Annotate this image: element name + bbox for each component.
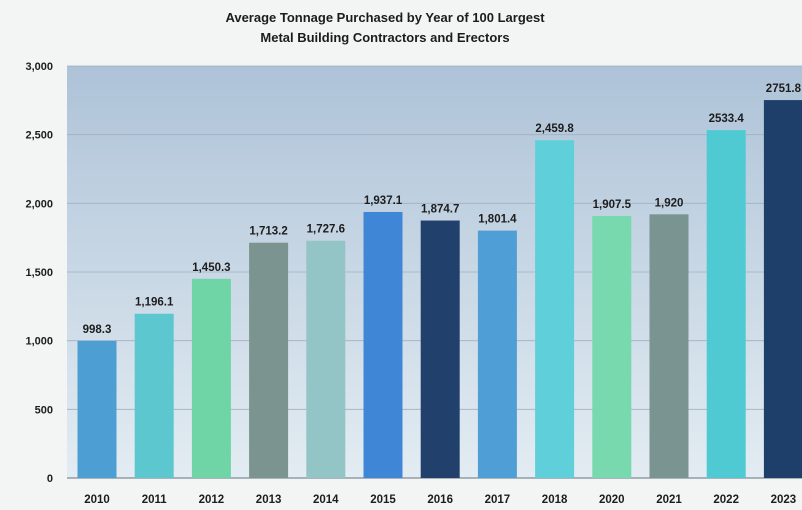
bar-2018 (535, 140, 575, 478)
y-tick-label: 2,500 (25, 130, 53, 142)
y-tick-label: 1,500 (25, 267, 53, 279)
data-label: 1,920 (655, 197, 684, 209)
bar-2021 (649, 214, 689, 478)
data-label: 1,907.5 (593, 199, 632, 211)
data-label: 1,874.7 (421, 204, 459, 216)
x-tick-label: 2013 (256, 494, 282, 506)
x-tick-label: 2016 (427, 494, 453, 506)
x-tick-label: 2018 (542, 494, 568, 506)
x-tick-label: 2017 (485, 494, 511, 506)
data-label: 2533.4 (709, 113, 745, 125)
x-tick-label: 2012 (199, 494, 225, 506)
x-tick-label: 2021 (656, 494, 682, 506)
data-label: 1,801.4 (478, 214, 517, 226)
x-tick-label: 2015 (370, 494, 396, 506)
data-label: 1,196.1 (135, 297, 174, 309)
bar-2013 (249, 242, 289, 478)
x-axis: 2010 2011 2012 2013 2014 2015 2016 2017 2018 2020… (84, 494, 796, 506)
data-label: 2751.8 (766, 83, 802, 95)
bar-2022 (706, 130, 746, 479)
x-tick-label: 2011 (142, 494, 168, 506)
bar-2011 (134, 313, 174, 478)
bars (77, 100, 802, 479)
data-label: 998.3 (83, 324, 112, 336)
chart-title-line-2: Metal Building Contractors and Erectors (260, 30, 510, 45)
data-label: 1,450.3 (192, 262, 230, 274)
y-tick-label: 2,000 (25, 198, 53, 210)
y-tick-label: 0 (47, 473, 53, 485)
y-tick-label: 500 (35, 404, 53, 416)
data-labels: 998.3 1,196.1 1,450.3 1,713.2 1,727.6 1,937.1… (83, 83, 802, 336)
x-tick-label: 2020 (599, 494, 625, 506)
data-label: 1,937.1 (364, 195, 403, 207)
data-label: 2,459.8 (535, 123, 574, 135)
bar-2014 (306, 240, 346, 478)
x-tick-label: 2010 (84, 494, 110, 506)
bar-2016 (420, 220, 460, 478)
bar-2023 (763, 100, 802, 479)
data-label: 1,727.6 (307, 224, 345, 236)
x-tick-label: 2023 (771, 494, 797, 506)
x-tick-label: 2014 (313, 494, 339, 506)
chart-title-line-1: Average Tonnage Purchased by Year of 100… (225, 10, 545, 25)
chart-title: Average Tonnage Purchased by Year of 100… (0, 8, 770, 48)
data-label: 1,713.2 (249, 226, 287, 238)
bar-2017 (477, 230, 517, 478)
bar-2015 (363, 211, 403, 478)
y-tick-label: 1,000 (25, 336, 53, 348)
y-tick-label: 3,000 (25, 61, 53, 73)
x-tick-label: 2022 (713, 494, 739, 506)
bar-2020 (592, 216, 632, 478)
bar-2010 (77, 340, 117, 478)
y-axis: 0 500 1,000 1,500 2,000 2,500 3,000 (25, 61, 53, 485)
bar-2012 (191, 278, 231, 478)
